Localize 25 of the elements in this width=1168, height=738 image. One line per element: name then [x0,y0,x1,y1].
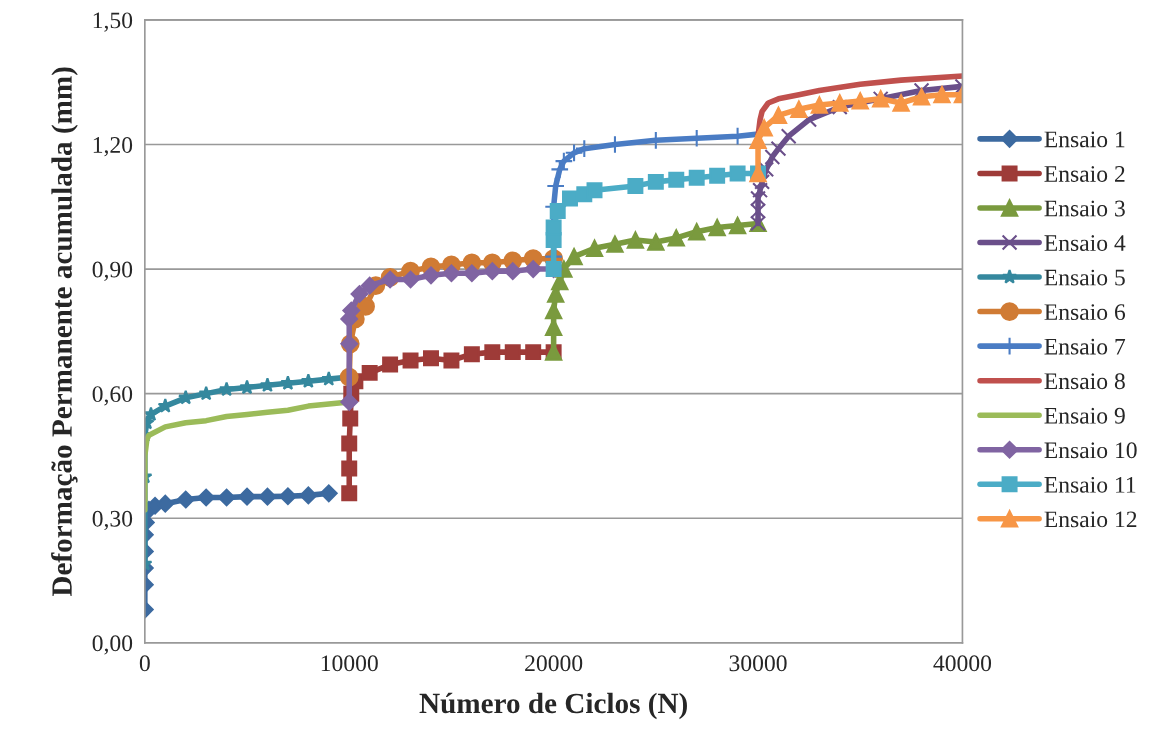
y-tick-label: 1,20 [93,136,133,157]
y-tick-label: 0,60 [92,386,133,406]
legend-label: Ensaio 10 [1044,442,1137,459]
legend-label: Ensaio 2 [1044,166,1125,182]
x-tick-label: 40000 [933,655,992,672]
x-tick-label: 20000 [525,655,583,672]
legend-label: Ensaio 3 [1044,200,1125,217]
legend-label: Ensaio 6 [1044,304,1126,321]
x-tick-label: 10000 [321,655,378,672]
legend-label: Ensaio 8 [1044,373,1125,390]
x-axis-title: Número de Ciclos (N) [419,692,687,720]
y-tick-label: 0,00 [92,635,133,655]
legend-label: Ensaio 5 [1044,269,1125,286]
legend-label: Ensaio 1 [1044,131,1125,148]
legend-label: Ensaio 11 [1044,476,1136,493]
x-tick-label: 30000 [729,655,787,672]
y-tick-label: 0,30 [92,510,133,531]
legend-label: Ensaio 9 [1044,407,1125,424]
y-axis-title: Deformação Permanente acumulada (mm) [51,67,78,597]
y-tick-label: 0,90 [92,261,133,281]
x-tick-label: 0 [139,655,150,672]
legend-label: Ensaio 12 [1044,511,1137,528]
legend-label: Ensaio 7 [1044,338,1126,355]
y-tick-label: 1,50 [93,12,133,32]
legend-label: Ensaio 4 [1044,235,1126,251]
